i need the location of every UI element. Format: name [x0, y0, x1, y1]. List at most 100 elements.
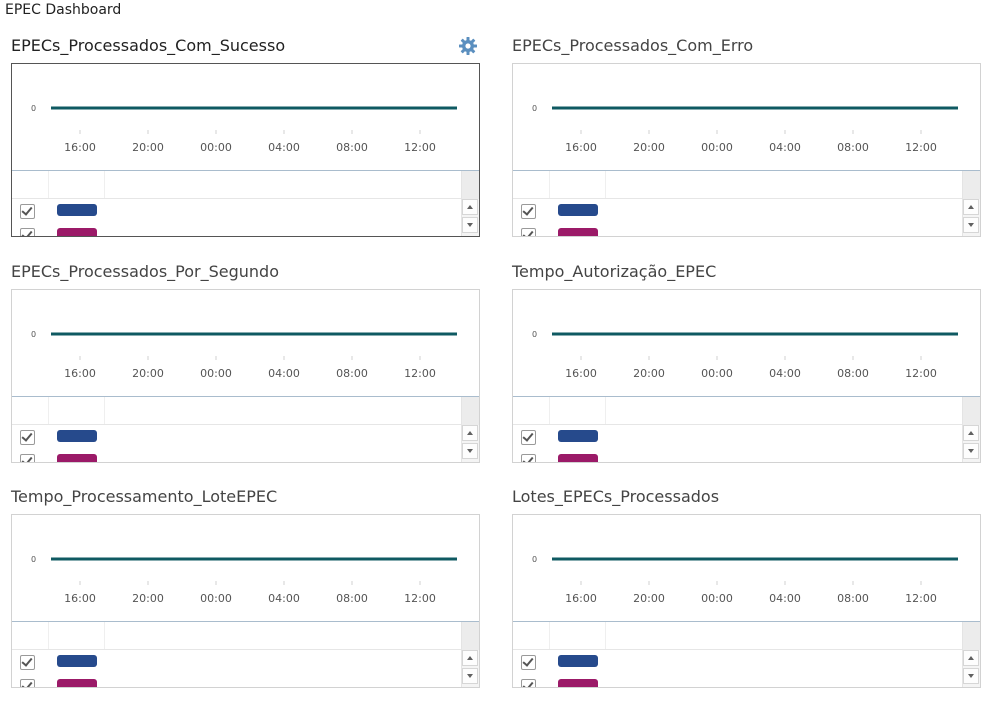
line-chart: 0 16:00 20:00 00:00 04:00 08:00 12:00	[12, 290, 479, 396]
x-tick-label: 12:00	[404, 367, 436, 380]
line-chart: 0 16:00 20:00 00:00 04:00 08:00 12:00	[12, 64, 479, 170]
panel-title: EPECs_Processados_Com_Erro	[512, 36, 754, 55]
x-tick-label: 04:00	[769, 141, 801, 154]
chart-svg: 0 16:00 20:00 00:00 04:00 08:00 12:00	[31, 104, 457, 154]
series-checkbox[interactable]	[20, 454, 35, 462]
line-chart: 0 16:00 20:00 00:00 04:00 08:00 12:00	[513, 64, 980, 170]
panel-title: Tempo_Processamento_LoteEPEC	[11, 487, 278, 506]
y-tick-label: 0	[532, 104, 537, 113]
chart-legend-divider	[12, 170, 479, 171]
scroll-down-button[interactable]	[963, 217, 979, 233]
series-checkbox[interactable]	[20, 430, 35, 445]
legend-scrollbar[interactable]	[962, 171, 980, 236]
x-tick-label: 16:00	[565, 141, 597, 154]
scroll-down-button[interactable]	[462, 217, 478, 233]
scroll-up-button[interactable]	[963, 650, 979, 666]
series-checkbox[interactable]	[521, 655, 536, 670]
legend-row	[12, 223, 461, 236]
scroll-down-button[interactable]	[963, 443, 979, 459]
line-chart: 0 16:00 20:00 00:00 04:00 08:00 12:00	[513, 290, 980, 396]
scroll-up-button[interactable]	[963, 425, 979, 441]
chart-card: 0 16:00 20:00 00:00 04:00 08:00 12:00	[512, 289, 981, 463]
legend-scrollbar[interactable]	[461, 622, 479, 687]
y-tick-label: 0	[532, 330, 537, 339]
series-color-swatch	[558, 228, 598, 236]
legend-list	[513, 650, 962, 687]
legend-column-divider	[605, 622, 606, 649]
series-checkbox[interactable]	[521, 430, 536, 445]
gear-icon[interactable]	[458, 36, 478, 56]
scroll-down-button[interactable]	[963, 668, 979, 684]
legend-header	[12, 171, 479, 199]
series-checkbox[interactable]	[20, 655, 35, 670]
series-color-swatch	[57, 430, 97, 442]
x-tick-label: 16:00	[64, 367, 96, 380]
series-checkbox[interactable]	[20, 679, 35, 687]
x-tick-label: 16:00	[565, 367, 597, 380]
legend-row	[12, 449, 461, 462]
scrollbar-header	[963, 397, 980, 425]
legend-scrollbar[interactable]	[461, 397, 479, 462]
series-checkbox[interactable]	[20, 204, 35, 219]
x-tick-label: 04:00	[769, 592, 801, 605]
series-checkbox[interactable]	[521, 454, 536, 462]
legend-row	[12, 199, 461, 223]
x-tick-label: 08:00	[837, 141, 869, 154]
scroll-down-button[interactable]	[462, 668, 478, 684]
panel-title: EPECs_Processados_Com_Sucesso	[11, 36, 286, 55]
x-tick-label: 00:00	[200, 592, 232, 605]
chart-panel: EPECs_Processados_Com_Sucesso 0 16:00 20:00…	[11, 36, 480, 262]
x-tick-label: 20:00	[633, 141, 665, 154]
chart-legend-divider	[12, 396, 479, 397]
y-tick-label: 0	[532, 555, 537, 564]
x-tick-label: 12:00	[905, 141, 937, 154]
legend-column-divider	[605, 397, 606, 424]
scroll-up-button[interactable]	[462, 199, 478, 215]
x-tick-label: 20:00	[132, 367, 164, 380]
scroll-up-button[interactable]	[963, 199, 979, 215]
chart-panel: Lotes_EPECs_Processados 0 16:00 20:00 00:00 0…	[512, 487, 981, 713]
panel-title: EPECs_Processados_Por_Segundo	[11, 262, 279, 281]
scrollbar-header	[462, 171, 479, 199]
series-checkbox[interactable]	[521, 204, 536, 219]
legend-row	[513, 650, 962, 674]
legend-column-divider	[104, 622, 105, 649]
series-checkbox[interactable]	[521, 228, 536, 236]
x-tick-label: 20:00	[132, 141, 164, 154]
chart-card: 0 16:00 20:00 00:00 04:00 08:00 12:00	[11, 514, 480, 688]
scroll-up-button[interactable]	[462, 650, 478, 666]
x-tick-label: 12:00	[905, 367, 937, 380]
legend-scrollbar[interactable]	[461, 171, 479, 236]
x-tick-label: 00:00	[701, 592, 733, 605]
chart-svg: 0 16:00 20:00 00:00 04:00 08:00 12:00	[532, 555, 958, 605]
x-tick-label: 12:00	[404, 141, 436, 154]
legend-header	[12, 622, 479, 650]
x-tick-label: 16:00	[565, 592, 597, 605]
x-tick-label: 04:00	[268, 367, 300, 380]
x-tick-label: 00:00	[200, 141, 232, 154]
series-checkbox[interactable]	[20, 228, 35, 236]
scrollbar-header	[963, 171, 980, 199]
legend-column-divider	[48, 622, 49, 649]
legend-header	[513, 397, 980, 425]
legend-list	[12, 199, 461, 236]
x-tick-label: 00:00	[701, 367, 733, 380]
scroll-up-button[interactable]	[462, 425, 478, 441]
legend-list	[513, 425, 962, 462]
scroll-down-button[interactable]	[462, 443, 478, 459]
chart-legend-divider	[513, 170, 980, 171]
series-checkbox[interactable]	[521, 679, 536, 687]
chart-card: 0 16:00 20:00 00:00 04:00 08:00 12:00	[11, 63, 480, 237]
series-color-swatch	[558, 430, 598, 442]
x-tick-label: 08:00	[336, 592, 368, 605]
legend-column-divider	[48, 397, 49, 424]
scrollbar-header	[963, 622, 980, 650]
legend-scrollbar[interactable]	[962, 397, 980, 462]
legend-scrollbar[interactable]	[962, 622, 980, 687]
chart-panel: Tempo_Autorização_EPEC 0 16:00 20:00 00:00 04…	[512, 262, 981, 488]
legend-column-divider	[549, 397, 550, 424]
chart-panel: EPECs_Processados_Com_Erro 0 16:00 20:00 00:…	[512, 36, 981, 262]
legend-column-divider	[104, 171, 105, 198]
series-color-swatch	[558, 204, 598, 216]
x-tick-label: 20:00	[633, 592, 665, 605]
